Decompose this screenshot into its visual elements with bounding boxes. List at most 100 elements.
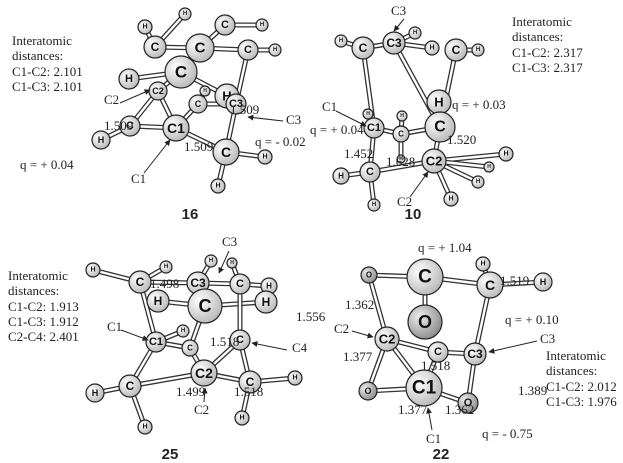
annotation: 1.377 bbox=[398, 402, 428, 417]
atom-label: C1 bbox=[412, 378, 437, 399]
atom bbox=[367, 198, 381, 212]
atom-label: C bbox=[434, 346, 442, 358]
atom-label: H bbox=[209, 258, 213, 264]
atom-label: H bbox=[266, 282, 272, 291]
atom-label: C bbox=[126, 120, 134, 132]
atom bbox=[162, 114, 190, 142]
atom-label: H bbox=[92, 388, 99, 398]
annotation: 1.519 bbox=[500, 273, 529, 288]
atom-label: C2 bbox=[195, 365, 213, 381]
annotation: 1.520 bbox=[447, 132, 476, 147]
interatomic-distance: C2-C4: 2.401 bbox=[8, 329, 79, 344]
annotation: C1 bbox=[107, 319, 122, 334]
annotation: q = - 0.75 bbox=[482, 426, 533, 441]
atom bbox=[214, 14, 236, 36]
atom bbox=[421, 148, 447, 174]
atom-label: C bbox=[221, 19, 229, 31]
atom bbox=[475, 256, 491, 272]
atom bbox=[362, 108, 374, 120]
pointer-arrow bbox=[409, 171, 429, 198]
distances-heading: distances: bbox=[512, 29, 563, 44]
atom bbox=[118, 374, 142, 398]
compound-number: 10 bbox=[405, 206, 422, 223]
atom-label: C bbox=[359, 41, 368, 55]
atom bbox=[444, 38, 468, 62]
atom bbox=[268, 43, 282, 57]
atom-label: C bbox=[136, 275, 145, 289]
annotation: 1.499 bbox=[176, 384, 205, 399]
atom-label: C2 bbox=[426, 154, 443, 169]
atom-label: H bbox=[260, 22, 264, 28]
atom-label: C bbox=[151, 40, 160, 54]
atom bbox=[145, 331, 167, 353]
annotation: 1.628 bbox=[386, 154, 415, 169]
atom bbox=[137, 419, 153, 435]
atom bbox=[238, 370, 262, 394]
pointer-arrow bbox=[335, 110, 367, 127]
atom-label: C bbox=[418, 267, 432, 288]
atom bbox=[204, 254, 218, 268]
atom bbox=[225, 93, 247, 115]
atom bbox=[190, 359, 218, 387]
atom bbox=[118, 68, 140, 90]
atom-label: C bbox=[244, 44, 252, 56]
annotation: C1 bbox=[131, 171, 146, 186]
atom-label: C2 bbox=[152, 86, 164, 96]
atom-label: H bbox=[262, 295, 271, 309]
atom bbox=[178, 7, 192, 21]
interatomic-distance: C1-C3: 2.101 bbox=[12, 79, 83, 94]
atom-label: C2 bbox=[379, 332, 396, 347]
annotation: C1 bbox=[322, 99, 337, 114]
distances-heading: Interatomic bbox=[546, 348, 606, 363]
atom bbox=[85, 383, 105, 403]
annotation: q = + 0.03 bbox=[452, 97, 506, 112]
atom-label: O bbox=[418, 312, 432, 332]
atom bbox=[176, 324, 190, 338]
pointer-arrow bbox=[218, 250, 230, 274]
atom bbox=[199, 85, 211, 97]
atom bbox=[443, 191, 459, 207]
atom-label: H bbox=[230, 260, 234, 266]
atom bbox=[187, 288, 223, 324]
atom-label: H bbox=[429, 45, 434, 52]
distances-heading: Interatomic bbox=[8, 268, 68, 283]
annotation: q = - 0.02 bbox=[255, 134, 306, 149]
atom bbox=[85, 262, 101, 278]
annotation: C4 bbox=[292, 340, 308, 355]
annotation: 1.377 bbox=[343, 349, 373, 364]
atom bbox=[185, 33, 215, 63]
pointer-arrow bbox=[251, 341, 288, 351]
annotation: C3 bbox=[540, 331, 555, 346]
interatomic-distance: C1-C2: 2.101 bbox=[12, 64, 83, 79]
atom-label: C bbox=[485, 277, 495, 293]
distances-heading: Interatomic bbox=[12, 33, 72, 48]
atom-label: C bbox=[434, 119, 446, 136]
atom-label: H bbox=[292, 375, 297, 382]
interatomic-distance: C1-C2: 1.913 bbox=[8, 299, 79, 314]
atom bbox=[359, 161, 381, 183]
annotation: 1.452 bbox=[344, 146, 373, 161]
compound-number: 16 bbox=[182, 206, 199, 223]
atom bbox=[408, 26, 422, 40]
atom-label: H bbox=[125, 73, 133, 85]
interatomic-distance: C1-C3: 2.317 bbox=[512, 60, 583, 75]
annotation: C2 bbox=[397, 194, 412, 209]
atom-label: H bbox=[400, 113, 404, 119]
pointer-arrow bbox=[351, 330, 374, 339]
atom bbox=[498, 146, 514, 162]
atom bbox=[374, 326, 400, 352]
atom bbox=[212, 138, 240, 166]
atom bbox=[257, 149, 273, 165]
atom-label: C bbox=[199, 296, 212, 316]
atom-label: H bbox=[339, 38, 343, 44]
atom bbox=[382, 31, 406, 55]
pointer-arrow bbox=[120, 329, 149, 341]
atom bbox=[164, 55, 198, 89]
atom-label: C bbox=[195, 99, 202, 109]
atom-label: H bbox=[181, 328, 185, 334]
pointer-arrow bbox=[119, 89, 151, 104]
atom bbox=[234, 410, 250, 426]
